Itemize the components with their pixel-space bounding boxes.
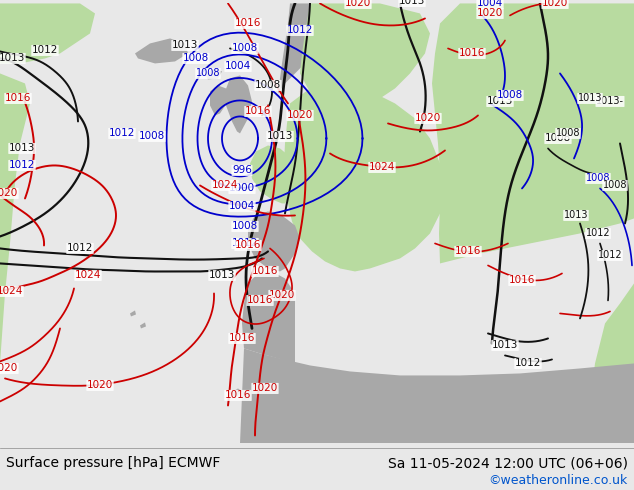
Text: 1013: 1013 <box>492 341 518 350</box>
Text: 1024: 1024 <box>0 287 23 296</box>
Text: 1016: 1016 <box>247 295 273 305</box>
Text: 1020: 1020 <box>477 8 503 19</box>
Text: 1012: 1012 <box>67 244 93 253</box>
Text: 1000: 1000 <box>229 183 255 194</box>
Text: 1013: 1013 <box>399 0 425 6</box>
Text: 1016: 1016 <box>5 94 31 103</box>
Text: 1016: 1016 <box>235 241 261 250</box>
Polygon shape <box>0 74 30 443</box>
Text: 1016: 1016 <box>229 333 256 343</box>
Text: 1008: 1008 <box>545 133 571 144</box>
Text: 1020: 1020 <box>0 189 18 198</box>
Polygon shape <box>248 212 300 271</box>
Text: 1012: 1012 <box>32 46 58 55</box>
Text: Surface pressure [hPa] ECMWF: Surface pressure [hPa] ECMWF <box>6 456 221 470</box>
Text: 1016: 1016 <box>225 391 251 400</box>
Polygon shape <box>278 3 340 94</box>
Text: 1016: 1016 <box>245 106 271 117</box>
Text: 1012: 1012 <box>232 239 258 248</box>
Text: 1013: 1013 <box>578 94 602 103</box>
Text: 1012: 1012 <box>515 359 541 368</box>
Text: 1008: 1008 <box>232 44 258 53</box>
Text: 1020: 1020 <box>252 384 278 393</box>
Text: 1020: 1020 <box>542 0 568 8</box>
Text: 1008: 1008 <box>183 53 209 63</box>
Text: Sa 11-05-2024 12:00 UTC (06+06): Sa 11-05-2024 12:00 UTC (06+06) <box>387 456 628 470</box>
Polygon shape <box>230 389 242 397</box>
Text: 1013: 1013 <box>267 131 293 142</box>
Polygon shape <box>225 75 252 133</box>
Polygon shape <box>250 146 298 203</box>
Text: 1008: 1008 <box>497 91 523 100</box>
Polygon shape <box>0 3 95 63</box>
Text: 1024: 1024 <box>212 180 238 191</box>
Text: 1013: 1013 <box>487 97 513 106</box>
Text: ©weatheronline.co.uk: ©weatheronline.co.uk <box>488 473 628 487</box>
Text: 1016: 1016 <box>235 19 261 28</box>
Text: 1016: 1016 <box>459 49 485 58</box>
Polygon shape <box>590 283 634 443</box>
Polygon shape <box>290 203 388 245</box>
Text: 1008: 1008 <box>556 128 580 139</box>
Polygon shape <box>242 271 295 364</box>
Polygon shape <box>432 3 634 264</box>
Polygon shape <box>140 322 146 328</box>
Text: 1024: 1024 <box>75 270 101 280</box>
Polygon shape <box>135 38 188 63</box>
Text: 1013: 1013 <box>9 144 36 153</box>
Text: 996: 996 <box>232 166 252 175</box>
Text: 1024: 1024 <box>369 163 395 172</box>
Text: 1020: 1020 <box>87 380 113 391</box>
Text: 1012: 1012 <box>598 250 623 261</box>
Text: 1020: 1020 <box>345 0 371 8</box>
Polygon shape <box>300 3 430 114</box>
Polygon shape <box>210 85 228 116</box>
Text: 1004: 1004 <box>229 201 255 212</box>
Polygon shape <box>205 69 222 79</box>
Text: 1008: 1008 <box>255 80 281 91</box>
Text: 1020: 1020 <box>287 110 313 121</box>
Text: 1020: 1020 <box>0 364 18 373</box>
Text: 1016: 1016 <box>509 275 535 286</box>
Text: 1020: 1020 <box>269 291 295 300</box>
Text: 1016: 1016 <box>252 267 278 276</box>
Text: 1013: 1013 <box>209 270 235 280</box>
Text: 1013: 1013 <box>564 210 588 221</box>
Polygon shape <box>284 83 445 271</box>
Text: 1016: 1016 <box>455 246 481 256</box>
Polygon shape <box>240 348 634 443</box>
Text: 1012: 1012 <box>287 25 313 35</box>
Text: 1008: 1008 <box>196 69 220 78</box>
Polygon shape <box>130 311 136 317</box>
Text: 1012: 1012 <box>9 160 36 171</box>
Text: 1008: 1008 <box>586 173 611 183</box>
Text: 1008: 1008 <box>603 180 627 191</box>
Text: 1004: 1004 <box>225 61 251 72</box>
Text: 1012: 1012 <box>586 228 611 239</box>
Text: 1008: 1008 <box>232 221 258 231</box>
Text: 1013-: 1013- <box>596 97 624 106</box>
Text: 1013: 1013 <box>172 41 198 50</box>
Text: 1020: 1020 <box>415 114 441 123</box>
Text: 1012: 1012 <box>109 128 135 139</box>
Text: 1004: 1004 <box>477 0 503 8</box>
Text: 1008: 1008 <box>139 131 165 142</box>
Text: 1013: 1013 <box>0 53 25 63</box>
